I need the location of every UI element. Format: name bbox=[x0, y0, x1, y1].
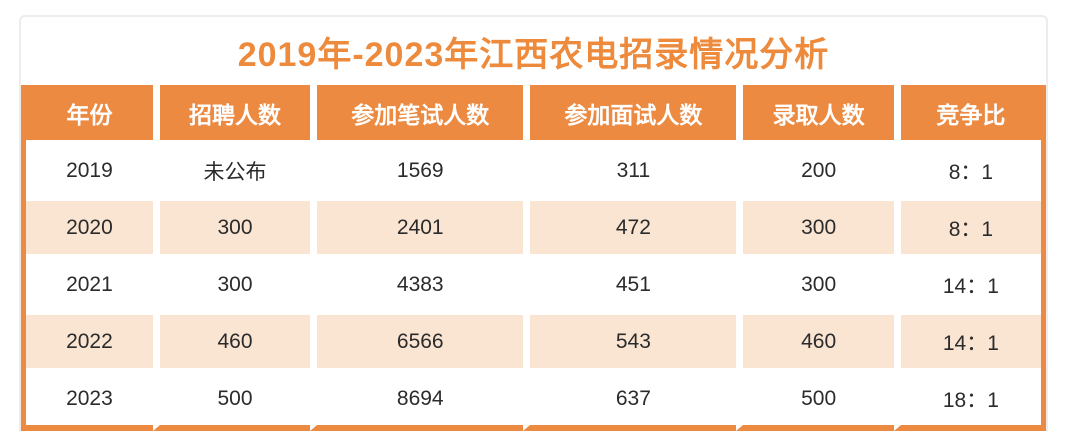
column-header-admitted: 录取人数 bbox=[736, 85, 894, 140]
table-cell: 14：1 bbox=[893, 254, 1041, 311]
table-cell: 2023 bbox=[26, 368, 153, 431]
report-card: 2019年-2023年江西农电招录情况分析 年份 招聘人数 参加笔试人数 参加面… bbox=[19, 15, 1048, 431]
table-cell: 2022 bbox=[26, 311, 153, 368]
table-cell: 460 bbox=[736, 311, 894, 368]
table-row-2021: 2021 300 4383 451 300 14：1 bbox=[26, 254, 1041, 311]
column-header-interview: 参加面试人数 bbox=[523, 85, 737, 140]
table-cell: 200 bbox=[736, 140, 894, 197]
table-cell: 2021 bbox=[26, 254, 153, 311]
column-header-ratio: 竞争比 bbox=[893, 85, 1041, 140]
column-header-year: 年份 bbox=[26, 85, 153, 140]
table-cell: 543 bbox=[523, 311, 737, 368]
table-cell: 8：1 bbox=[893, 197, 1041, 254]
table-cell: 472 bbox=[523, 197, 737, 254]
table-cell: 1569 bbox=[310, 140, 524, 197]
table-cell: 18：1 bbox=[893, 368, 1041, 431]
table-cell: 300 bbox=[736, 254, 894, 311]
table-cell: 300 bbox=[152, 254, 311, 311]
table-cell: 2019 bbox=[26, 140, 153, 197]
table-row-2020: 2020 300 2401 472 300 8：1 bbox=[26, 197, 1041, 254]
table-cell: 451 bbox=[523, 254, 737, 311]
table-cell: 2401 bbox=[310, 197, 524, 254]
table-header-row: 年份 招聘人数 参加笔试人数 参加面试人数 录取人数 竞争比 bbox=[26, 85, 1041, 140]
table-cell: 2020 bbox=[26, 197, 153, 254]
table-cell: 311 bbox=[523, 140, 737, 197]
table-cell: 500 bbox=[152, 368, 311, 431]
table-cell: 300 bbox=[152, 197, 311, 254]
column-header-written-exam: 参加笔试人数 bbox=[310, 85, 524, 140]
table-cell: 300 bbox=[736, 197, 894, 254]
table-cell: 14：1 bbox=[893, 311, 1041, 368]
recruitment-table: 年份 招聘人数 参加笔试人数 参加面试人数 录取人数 竞争比 2019 未公布 … bbox=[21, 85, 1046, 431]
table-cell: 6566 bbox=[310, 311, 524, 368]
page-title: 2019年-2023年江西农电招录情况分析 bbox=[237, 35, 830, 74]
table-row-2022: 2022 460 6566 543 460 14：1 bbox=[26, 311, 1041, 368]
table-cell: 460 bbox=[152, 311, 311, 368]
table-cell: 4383 bbox=[310, 254, 524, 311]
table-row-2019: 2019 未公布 1569 311 200 8：1 bbox=[26, 140, 1041, 197]
column-header-recruited: 招聘人数 bbox=[152, 85, 311, 140]
table-cell: 500 bbox=[736, 368, 894, 431]
table-cell: 8：1 bbox=[893, 140, 1041, 197]
table-cell: 未公布 bbox=[152, 140, 311, 197]
table-cell: 637 bbox=[523, 368, 737, 431]
table-cell: 8694 bbox=[310, 368, 524, 431]
table-row-2023: 2023 500 8694 637 500 18：1 bbox=[26, 368, 1041, 431]
